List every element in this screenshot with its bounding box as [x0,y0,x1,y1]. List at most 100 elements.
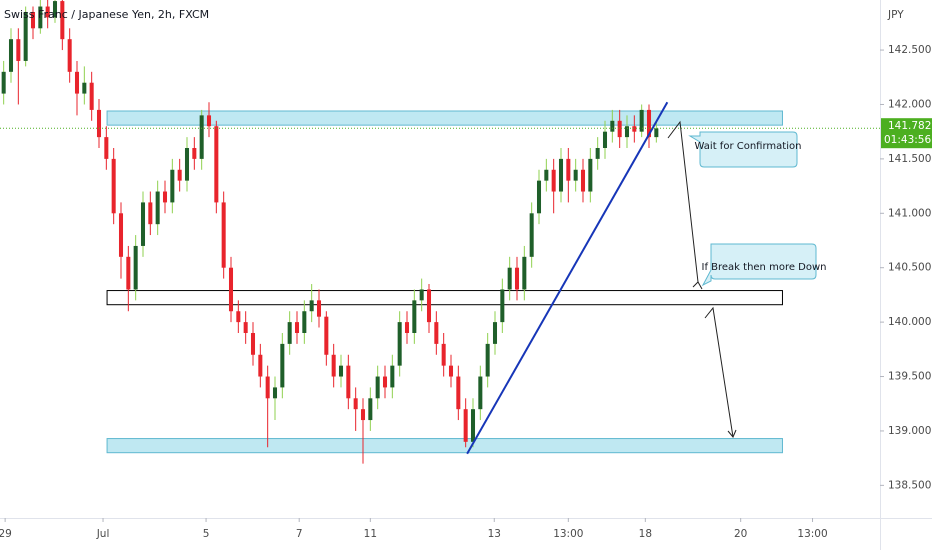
x-tick-label: Jul [96,528,110,540]
y-tick-label: 142.000 [888,98,931,110]
candle-body [236,311,241,323]
candle-body [111,158,116,214]
candle-body [470,409,476,442]
zone [106,438,783,454]
candle-body [448,365,454,377]
candle-body [353,398,358,410]
callout-box [688,131,798,168]
x-tick-label: 11 [364,528,377,540]
x-tick-label: 13:00 [797,528,827,540]
candle-body [485,343,490,377]
candle-body [595,148,600,159]
candle-body [45,6,50,18]
y-tick-label: 139.000 [888,425,931,437]
y-tick-label: 140.000 [888,316,931,328]
x-tick-label: 13 [488,528,501,540]
candle-body [500,289,505,323]
candle-body [536,180,542,214]
candle-body [118,213,124,257]
candle-body [272,387,278,399]
candle-body [162,191,168,203]
candle-body [390,365,395,388]
plot-area [0,0,880,464]
candle-body [514,267,520,290]
candle-body [360,409,366,421]
arrows [667,120,737,438]
candle-body [287,322,292,344]
candle-body [544,169,549,181]
candle-body [368,398,373,421]
candle-body [558,158,564,192]
candle-body [397,322,402,366]
candle-body [632,126,637,132]
x-tick-label: 29 [0,528,12,540]
candle-body [148,202,153,225]
unit-label: JPY [887,9,904,21]
candle-body [580,169,586,192]
candle-body [184,148,190,181]
candle-body [412,300,417,333]
y-tick-label: 138.500 [888,479,931,491]
candle-body [1,71,6,94]
candle-body [309,300,314,312]
candle-body [38,6,43,29]
y-tick-label: 140.500 [888,262,931,274]
candle-body [463,409,468,442]
candle-body [192,148,197,159]
candle-body [639,109,644,132]
callout: If Break then more Down [701,243,827,287]
candle-body [126,256,131,290]
y-tick-label: 139.500 [888,371,931,383]
arrow [704,306,734,438]
candle-body [155,191,160,225]
candle-body [170,169,175,203]
y-tick-label: 141.000 [888,207,931,219]
candle-body [338,365,344,377]
candle-body [441,343,446,366]
candle-body [624,126,630,138]
candle-body [133,245,138,290]
candle-body [96,109,102,138]
arrow-head [692,281,703,290]
candle-body [588,158,593,192]
y-tick-label: 142.500 [888,44,931,56]
candle-body [404,322,410,333]
candle-body [228,267,234,312]
candle-body [610,120,615,132]
candle-body [221,202,226,268]
candle-body [16,39,21,61]
candle-body [23,11,28,61]
trendline [466,101,669,455]
callout-box [701,243,817,287]
candle-body [30,11,36,29]
candle-body [573,169,578,181]
candle-body [265,376,270,399]
arrow [667,120,699,283]
last-price-label: 141.782 [888,120,931,132]
candle-body [551,169,556,192]
chart-title: Swiss Franc / Japanese Yen, 2h, FXCM [4,8,209,21]
candle-body [492,322,498,344]
candle-body [8,39,14,72]
candle-body [654,128,659,138]
candle-body [478,376,483,410]
candle-body [316,300,322,317]
candle-body [346,365,351,399]
callout: Wait for Confirmation [688,131,801,168]
candle-body [258,354,263,377]
x-tick-label: 18 [639,528,652,540]
y-tick-label: 141.500 [888,153,931,165]
x-tick-label: 5 [203,528,210,540]
candle-body [566,158,571,181]
candle-body [243,322,248,333]
candle-body [375,376,380,399]
candle-body [507,267,512,290]
candle-body [104,137,109,159]
candle-body [302,311,307,333]
candle-body [206,115,212,127]
candle-body [434,322,439,344]
candle-body [426,289,432,323]
zone [106,290,783,306]
candle-body [419,289,424,301]
candle-body [82,82,87,94]
